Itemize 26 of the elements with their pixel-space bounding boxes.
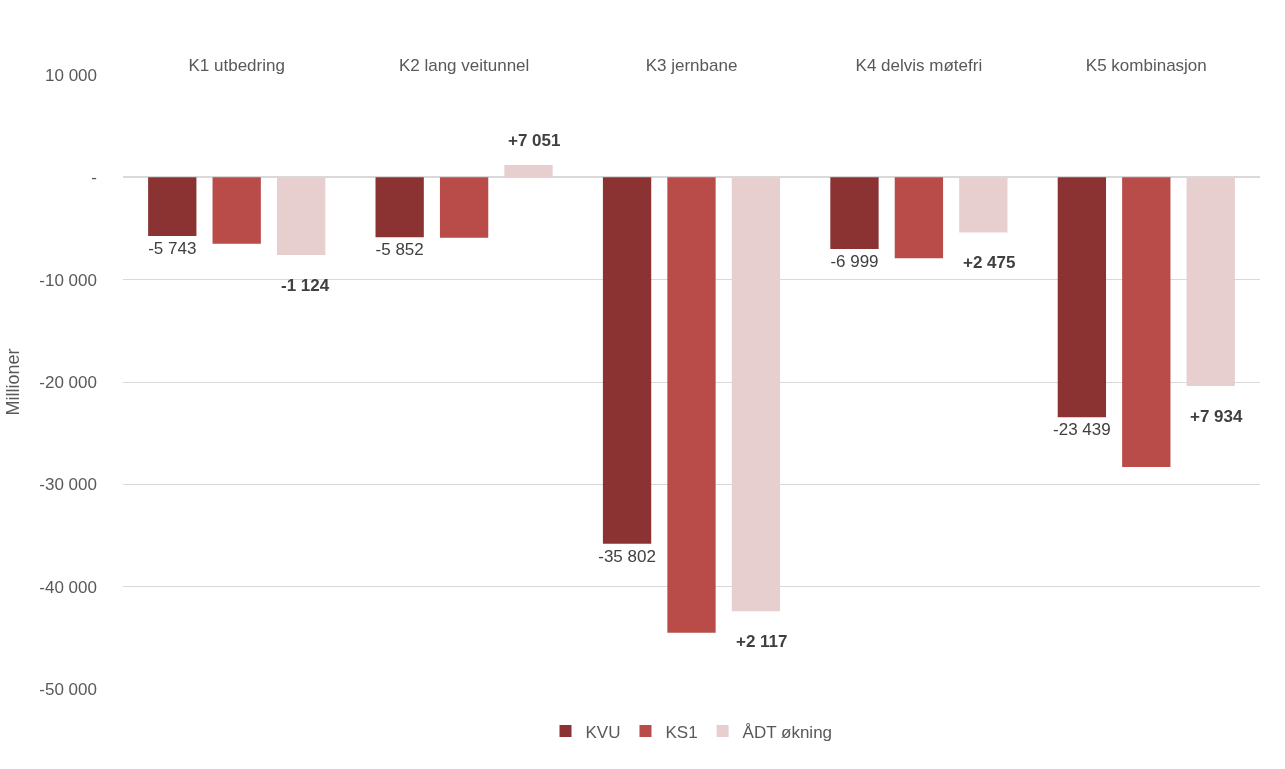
y-tick-label: 10 000	[45, 65, 97, 85]
legend-label: ÅDT økning	[742, 722, 833, 742]
y-tick-label: -10 000	[39, 270, 97, 290]
data-label: -5 852	[375, 240, 424, 260]
y-tick-label: -40 000	[39, 577, 97, 597]
y-tick-label: -50 000	[39, 679, 97, 699]
y-axis-title: Millioner	[2, 348, 23, 416]
data-label: -6 999	[830, 251, 879, 271]
data-label: -5 743	[148, 239, 197, 259]
y-tick-label: -20 000	[39, 372, 97, 392]
x-tick-label: K5 kombinasjon	[1085, 55, 1207, 75]
annotation: +7 934	[1190, 407, 1244, 426]
annotation: +2 117	[736, 632, 788, 651]
y-tick-label: -30 000	[39, 475, 97, 495]
annotation: +2 475	[963, 253, 1016, 272]
x-tick-label: K3 jernbane	[645, 55, 738, 75]
data-label: -23 439	[1053, 420, 1111, 440]
annotation: +7 051	[508, 131, 561, 150]
x-tick-label: K2 lang veitunnel	[398, 55, 530, 75]
data-label: -35 802	[598, 546, 656, 566]
legend-label: KS1	[665, 722, 698, 742]
x-tick-label: K4 delvis møtefri	[855, 55, 983, 75]
y-tick-label: -	[91, 168, 97, 188]
x-tick-label: K1 utbedring	[188, 55, 285, 75]
legend-label: KVU	[585, 722, 621, 742]
annotation: -1 124	[281, 276, 330, 295]
